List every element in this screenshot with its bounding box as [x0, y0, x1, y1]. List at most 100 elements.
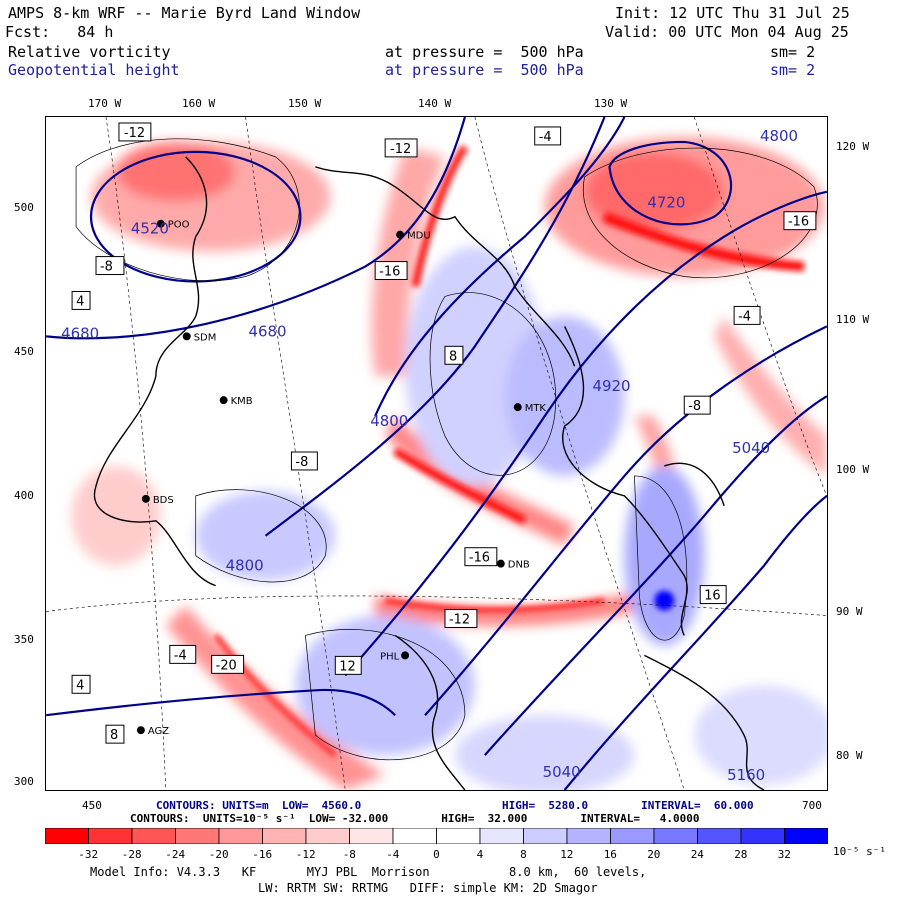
grid-line [474, 117, 685, 790]
vorticity-contour [75, 138, 300, 282]
colorbar-cell [175, 828, 220, 844]
lon-label-top: 130 W [594, 97, 628, 110]
height-contour [89, 150, 302, 283]
colorbar [45, 828, 828, 844]
vorticity-shading [71, 136, 827, 790]
field1-smoothing: sm= 2 [770, 43, 816, 61]
left-tick-label: 300 [14, 775, 34, 788]
height-label: 4720 [647, 194, 685, 212]
svg-text:-16: -16 [379, 265, 400, 280]
colorbar-label: -24 [165, 848, 186, 861]
station-marker [513, 403, 522, 412]
station-label: DNB [508, 560, 530, 571]
svg-text:-12: -12 [449, 612, 470, 627]
lon-label-top: 150 W [288, 97, 322, 110]
colorbar-cell [131, 828, 176, 844]
svg-text:12: 12 [339, 659, 355, 674]
vorticity-label: 4 [71, 674, 91, 694]
svg-text:8: 8 [110, 728, 118, 743]
height-contours [46, 117, 827, 790]
colorbar-label: 0 [433, 848, 440, 861]
svg-text:-16: -16 [469, 551, 490, 566]
bottom-tick-label: 450 [82, 799, 102, 812]
svg-text:-12: -12 [124, 126, 145, 141]
vorticity-area [295, 615, 475, 756]
vorticity-minimum [654, 590, 675, 611]
colorbar-label: 16 [603, 848, 617, 861]
height-contour [264, 117, 606, 537]
vorticity-label: -20 [211, 654, 245, 674]
colorbar-label: 4 [476, 848, 484, 861]
coast-segment [93, 156, 216, 587]
coastline [93, 156, 765, 790]
colorbar-cell [262, 828, 307, 844]
colorbar-label: 24 [690, 848, 704, 861]
vorticity-label: -12 [444, 609, 478, 628]
vorticity-label: 8 [444, 345, 464, 365]
field2-smoothing: sm= 2 [770, 61, 816, 79]
colorbar-cell [479, 828, 524, 844]
vorticity-area [115, 141, 236, 202]
station-label: POO [168, 220, 190, 231]
colorbar-label: -28 [121, 848, 142, 861]
station-marker [156, 219, 165, 228]
svg-text:16: 16 [704, 589, 720, 604]
vorticity-label: -4 [534, 126, 562, 146]
colorbar-label: 8 [520, 848, 527, 861]
colorbar-units: 10⁻⁵ s⁻¹ [833, 845, 886, 858]
grid-line [105, 117, 167, 790]
station-markers [136, 219, 522, 735]
colorbar-cells [45, 828, 828, 844]
vorticity-area [454, 715, 635, 790]
vorticity-area [504, 316, 625, 476]
coast-segment [562, 326, 688, 636]
station-marker [182, 332, 191, 341]
grid-line [693, 117, 827, 496]
vorticity-label: -12 [384, 138, 418, 158]
vorticity-label: -8 [290, 451, 318, 471]
model-info: Model Info: V4.3.3 KF MYJ PBL Morrison 8… [90, 865, 647, 879]
vorticity-label: 8 [105, 724, 125, 744]
lon-label-right: 120 W [836, 140, 870, 153]
init-time: Init: 12 UTC Thu 31 Jul 25 [615, 4, 850, 22]
colorbar-cell [697, 828, 742, 844]
height-contour [46, 117, 466, 340]
vorticity-ridge [411, 144, 469, 288]
vorticity-contour-info: CONTOURS: UNITS=10⁻⁵ s⁻¹ LOW= -32.000 HI… [130, 812, 700, 825]
svg-text:-8: -8 [100, 260, 113, 275]
height-label: 4920 [593, 377, 631, 395]
colorbar-cell [653, 828, 698, 844]
station-marker [219, 396, 228, 405]
height-label: 4800 [370, 412, 408, 430]
vorticity-label: 16 [699, 585, 727, 605]
vorticity-contour [305, 629, 466, 761]
colorbar-cell [740, 828, 785, 844]
left-tick-label: 400 [14, 489, 34, 502]
height-contour [563, 495, 827, 790]
vorticity-label: -8 [683, 395, 711, 415]
vorticity-area [165, 605, 386, 790]
colorbar-cell [523, 828, 568, 844]
colorbar-label: -32 [78, 848, 99, 861]
colorbar-cell [610, 828, 655, 844]
station-labels: SDM KMB MTK DNB PHL AGZ MDU POO BDS [148, 220, 547, 737]
grid-line [46, 595, 827, 616]
vorticity-area [624, 465, 705, 646]
station-marker [401, 651, 410, 660]
station-marker [136, 726, 145, 735]
vorticity-label: 4 [71, 290, 91, 310]
vorticity-contours [75, 138, 818, 761]
colorbar-cell [392, 828, 437, 844]
vorticity-label: -4 [169, 644, 197, 664]
coast-segment [394, 634, 466, 790]
station-label: PHL [380, 651, 400, 662]
colorbar-label: 32 [777, 848, 791, 861]
colorbar-label: 28 [734, 848, 748, 861]
vorticity-area [584, 151, 725, 232]
colorbar-cell [436, 828, 481, 844]
height-contour [374, 117, 626, 417]
height-contour-info-right: HIGH= 5280.0 INTERVAL= 60.000 [502, 799, 754, 812]
field1-name: Relative vorticity [8, 43, 171, 61]
height-label: 5040 [543, 763, 581, 781]
colorbar-label: -8 [342, 848, 356, 861]
